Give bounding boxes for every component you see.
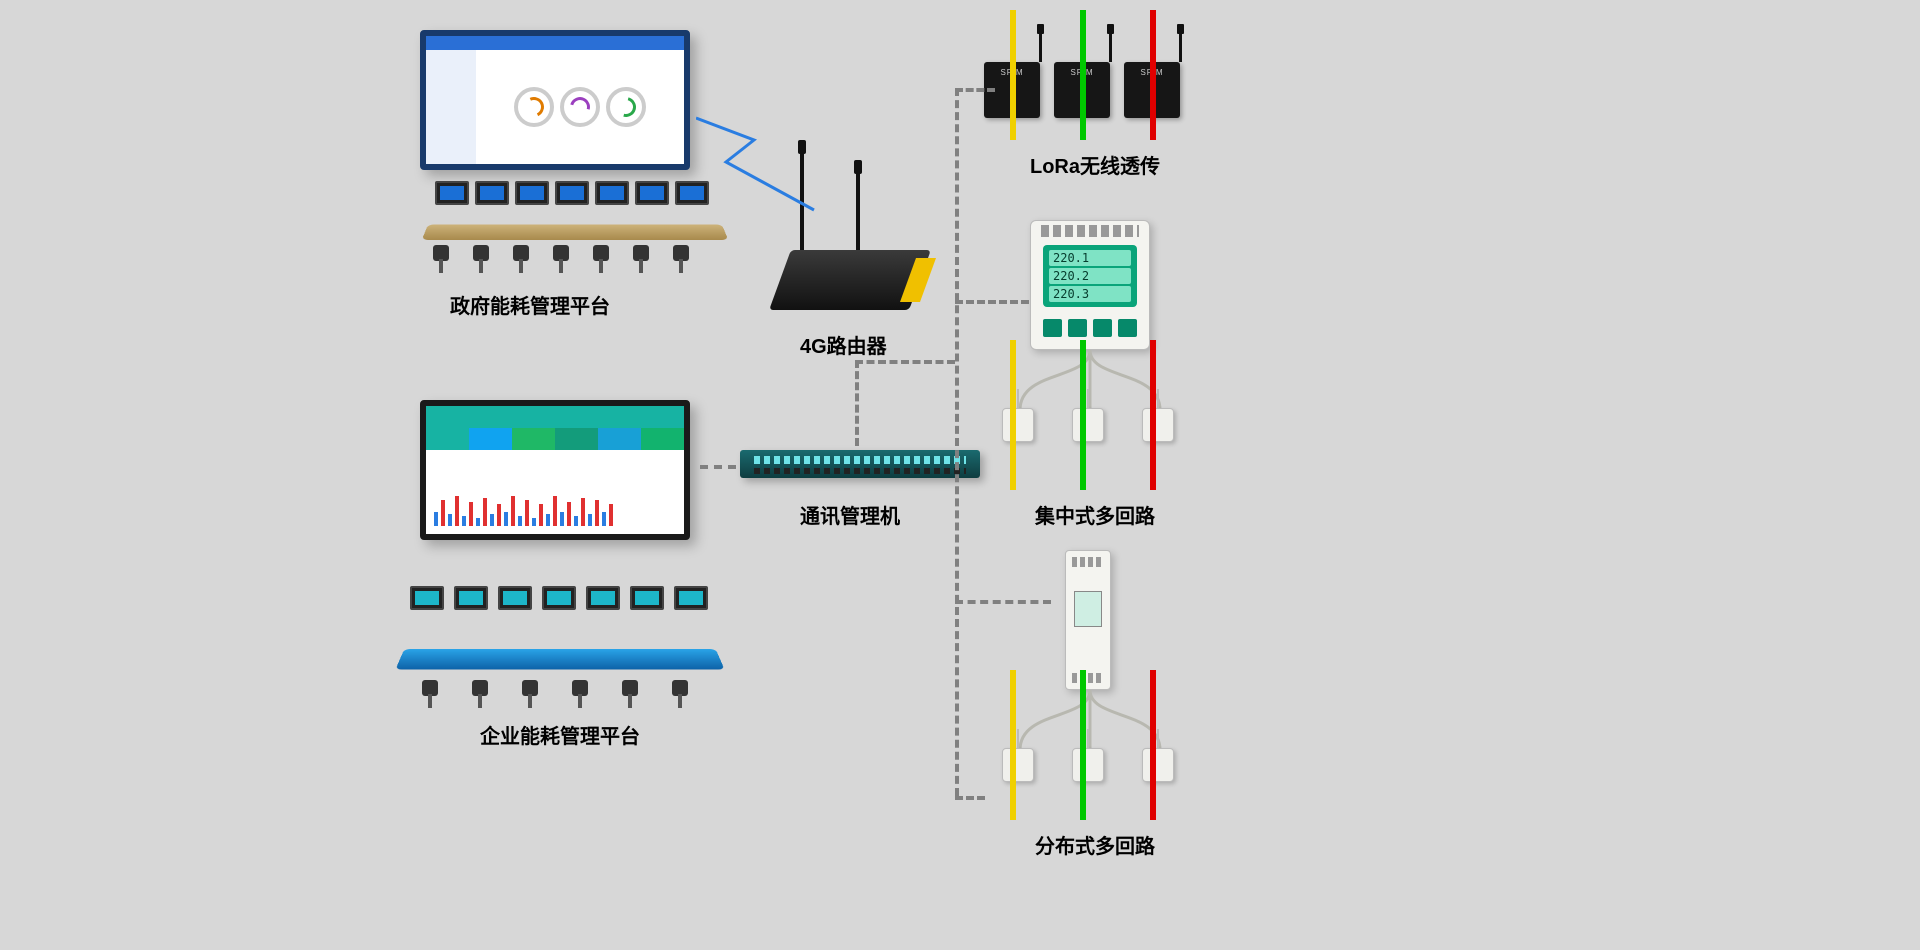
phase-bus-y	[1010, 10, 1016, 140]
antenna-icon	[856, 170, 860, 250]
connector-dash	[955, 796, 985, 800]
phase-bus-y	[1010, 340, 1016, 490]
connector-dash	[700, 465, 736, 469]
comm-manager	[740, 450, 980, 478]
lora-label: LoRa无线透传	[1030, 150, 1160, 179]
connector-dash	[955, 88, 995, 92]
router-4g	[769, 250, 931, 310]
connector-dash	[855, 360, 859, 446]
ent-platform-screen	[420, 400, 690, 540]
central-din-meter: 220.1220.2220.3	[1030, 220, 1150, 350]
dist-din-module	[1065, 550, 1111, 690]
gauge-icon	[606, 87, 646, 127]
ct-clamp	[1142, 408, 1174, 442]
ent-operator-console	[400, 580, 720, 700]
phase-bus-g	[1080, 340, 1086, 490]
ct-clamp	[1072, 748, 1104, 782]
gauge-icon	[560, 87, 600, 127]
connector-dash	[955, 88, 959, 796]
phase-bus-g	[1080, 670, 1086, 820]
central-multi-label: 集中式多回路	[1035, 500, 1155, 529]
dist-multi-label: 分布式多回路	[1035, 830, 1155, 859]
phase-bus-r	[1150, 10, 1156, 140]
phase-bus-g	[1080, 10, 1086, 140]
gov-platform-label: 政府能耗管理平台	[450, 290, 610, 319]
ct-clamp	[1002, 408, 1034, 442]
gauge-icon	[514, 87, 554, 127]
gov-platform-screen	[420, 30, 690, 170]
comm-manager-label: 通讯管理机	[800, 500, 900, 529]
gov-operator-console	[425, 175, 725, 265]
ent-platform-label: 企业能耗管理平台	[480, 720, 640, 749]
ct-clamp	[1072, 408, 1104, 442]
ent-bar-chart	[434, 456, 676, 526]
ct-clamp	[1002, 748, 1034, 782]
router-4g-label: 4G路由器	[800, 330, 887, 359]
connector-dash	[955, 600, 1051, 604]
lightning-icon	[696, 110, 826, 220]
connector-dash	[955, 300, 1029, 304]
ent-stat-tiles	[426, 428, 684, 450]
phase-bus-y	[1010, 670, 1016, 820]
connector-dash	[855, 360, 955, 364]
phase-bus-r	[1150, 340, 1156, 490]
ct-clamp	[1142, 748, 1174, 782]
phase-bus-r	[1150, 670, 1156, 820]
